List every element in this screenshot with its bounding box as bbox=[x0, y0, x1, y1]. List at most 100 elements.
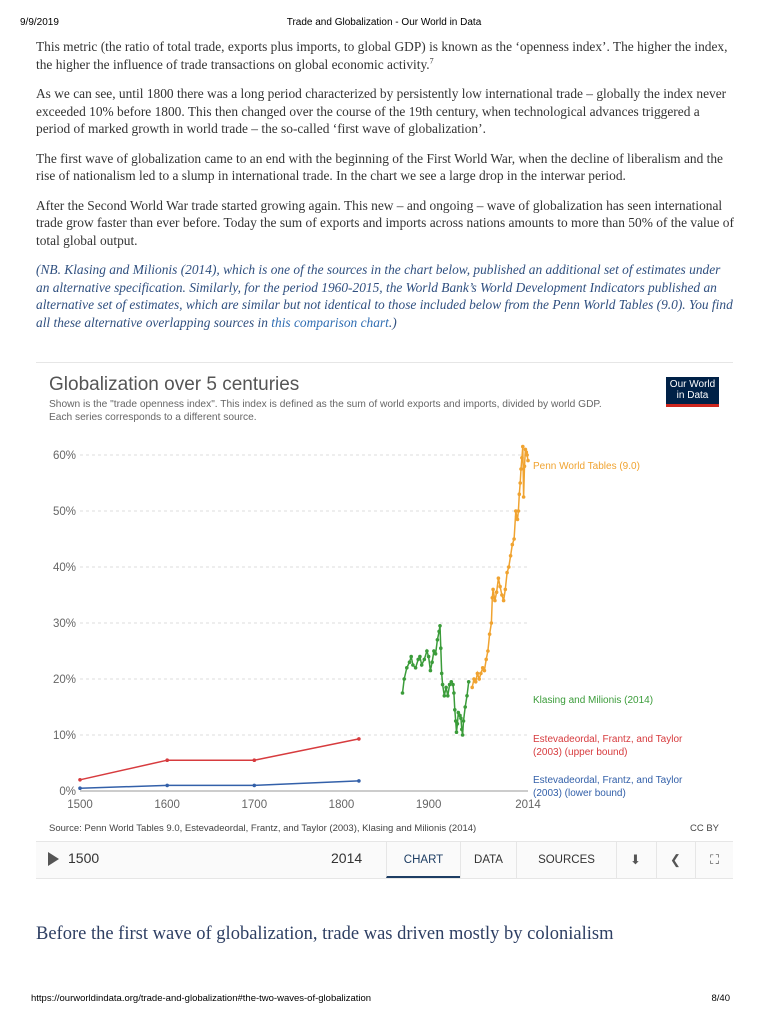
footnote-marker[interactable]: 7 bbox=[429, 56, 434, 66]
data-point bbox=[455, 722, 460, 726]
tab-sources[interactable]: SOURCES bbox=[516, 842, 616, 878]
play-icon[interactable] bbox=[48, 852, 59, 866]
download-icon[interactable]: ⬇ bbox=[616, 842, 654, 878]
data-point bbox=[479, 671, 483, 676]
data-point bbox=[518, 481, 522, 485]
data-point bbox=[515, 517, 520, 522]
series-line bbox=[79, 780, 359, 789]
chart-widget: Globalization over 5 centuries Shown is … bbox=[36, 362, 733, 879]
data-point bbox=[433, 652, 438, 656]
timeline-start-year[interactable]: 1500 bbox=[68, 850, 100, 866]
y-tick-label: 40% bbox=[53, 562, 76, 574]
data-point bbox=[490, 596, 495, 600]
data-point bbox=[435, 638, 440, 642]
y-tick-label: 30% bbox=[53, 618, 76, 630]
series-label: Penn World Tables (9.0) bbox=[533, 461, 640, 472]
data-point bbox=[458, 713, 462, 718]
tab-data[interactable]: DATA bbox=[460, 842, 516, 878]
data-point bbox=[425, 649, 429, 653]
data-point bbox=[409, 654, 414, 659]
data-point bbox=[357, 737, 361, 741]
data-point bbox=[447, 682, 452, 687]
series-label: Estevadeordal, Frantz, and Taylor bbox=[533, 775, 683, 786]
data-point bbox=[460, 733, 465, 737]
data-point bbox=[510, 542, 515, 547]
x-tick-label: 1900 bbox=[416, 799, 442, 811]
data-point bbox=[357, 779, 361, 783]
data-point bbox=[519, 467, 523, 471]
data-point bbox=[459, 716, 463, 720]
data-point bbox=[453, 708, 457, 712]
data-point bbox=[500, 593, 504, 597]
data-point bbox=[472, 677, 476, 681]
data-point bbox=[444, 685, 448, 690]
share-icon[interactable]: ❮ bbox=[656, 842, 694, 878]
data-point bbox=[454, 730, 459, 734]
series-label: (2003) (upper bound) bbox=[533, 747, 628, 758]
data-point bbox=[512, 537, 516, 541]
logo-line-2: in Data bbox=[676, 390, 709, 401]
chart-subtitle: Shown is the "trade openness index". Thi… bbox=[49, 399, 602, 423]
data-point bbox=[453, 719, 458, 723]
x-tick-label: 1500 bbox=[67, 799, 93, 811]
data-point bbox=[480, 666, 485, 670]
data-point bbox=[439, 671, 444, 676]
data-point bbox=[524, 450, 529, 454]
data-point bbox=[507, 565, 511, 569]
data-point bbox=[411, 663, 415, 667]
data-point bbox=[465, 694, 469, 698]
data-point bbox=[505, 570, 509, 575]
paragraph-first-wave-end: The first wave of globalization came to … bbox=[36, 150, 723, 184]
line-chart: 0% 10% 20% 30% 40% 50% 60% 1500 1600 1700 1800 1900… bbox=[53, 444, 683, 811]
data-point bbox=[437, 629, 441, 634]
tab-chart[interactable]: CHART bbox=[386, 842, 460, 878]
data-point bbox=[422, 657, 427, 662]
data-point bbox=[482, 668, 487, 673]
data-point bbox=[419, 663, 424, 667]
x-tick-label: 1600 bbox=[154, 799, 180, 811]
print-date: 9/9/2019 bbox=[20, 17, 59, 28]
comparison-chart-link[interactable]: this comparison chart bbox=[271, 314, 389, 330]
data-point bbox=[432, 649, 436, 653]
data-point bbox=[466, 680, 471, 684]
data-point bbox=[449, 680, 454, 684]
chart-license[interactable]: CC BY bbox=[689, 823, 719, 834]
print-page-title: Trade and Globalization - Our World in D… bbox=[286, 17, 482, 28]
data-point bbox=[430, 660, 434, 664]
section-heading-colonialism: Before the first wave of globalization, … bbox=[36, 924, 614, 944]
print-url: https://ourworldindata.org/trade-and-glo… bbox=[31, 993, 372, 1004]
data-point bbox=[484, 657, 489, 662]
note-end: .) bbox=[388, 314, 397, 330]
series-line bbox=[79, 738, 360, 781]
data-point bbox=[405, 666, 409, 670]
print-header: 9/9/2019 Trade and Globalization - Our W… bbox=[0, 17, 768, 31]
chart-source: Source: Penn World Tables 9.0, Estevadeo… bbox=[49, 823, 477, 834]
data-point bbox=[514, 514, 519, 519]
data-point bbox=[400, 691, 405, 695]
article-body: This metric (the ratio of total trade, e… bbox=[36, 38, 736, 343]
data-point bbox=[426, 654, 431, 659]
data-point bbox=[493, 598, 497, 603]
data-point bbox=[475, 671, 480, 676]
data-point bbox=[165, 758, 169, 762]
data-point bbox=[498, 584, 502, 589]
series-label: (2003) (lower bound) bbox=[533, 788, 626, 799]
data-point bbox=[78, 786, 82, 790]
paragraph-text: This metric (the ratio of total trade, e… bbox=[36, 39, 728, 72]
series-label: Estevadeordal, Frantz, and Taylor bbox=[533, 734, 683, 745]
data-point bbox=[165, 783, 169, 788]
data-point bbox=[489, 621, 494, 625]
data-point bbox=[452, 691, 456, 695]
data-point bbox=[428, 668, 433, 673]
owid-logo[interactable]: Our World in Data bbox=[666, 377, 719, 407]
data-point bbox=[525, 453, 529, 457]
expand-icon[interactable]: ⛶ bbox=[695, 842, 733, 878]
x-tick-label: 2014 bbox=[515, 799, 541, 811]
y-tick-label: 10% bbox=[53, 730, 76, 742]
data-point bbox=[460, 727, 464, 732]
data-point bbox=[516, 509, 521, 513]
data-point bbox=[456, 710, 461, 715]
data-point bbox=[413, 666, 418, 670]
timeline-end-year[interactable]: 2014 bbox=[331, 850, 363, 866]
note-paragraph: (NB. Klasing and Milionis (2014), which … bbox=[36, 261, 736, 331]
